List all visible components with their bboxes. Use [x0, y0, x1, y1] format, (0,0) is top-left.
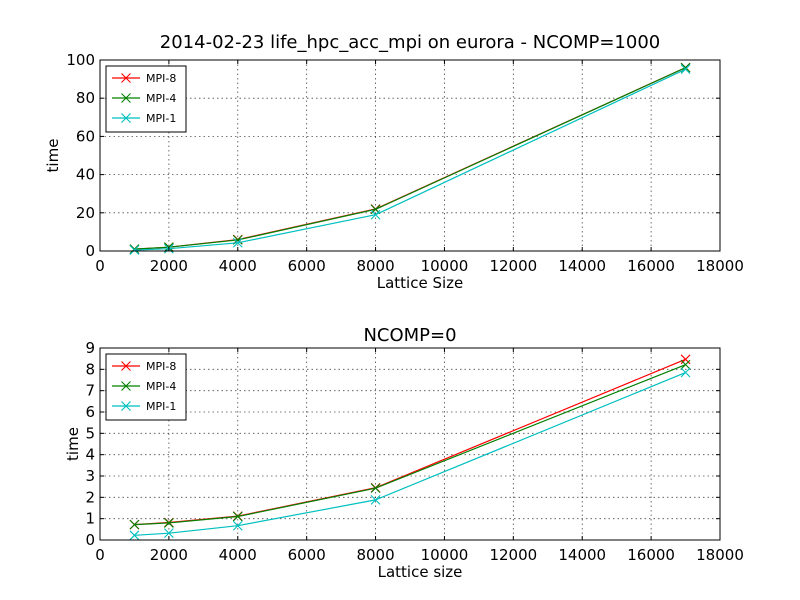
legend-marker: [121, 73, 131, 83]
x-tick-label: 10000: [421, 257, 469, 275]
legend-label: MPI-1: [146, 400, 176, 413]
legend-marker: [121, 93, 131, 103]
data-point: [680, 64, 691, 75]
x-tick-label: 4000: [219, 546, 257, 564]
data-point: [232, 520, 243, 531]
data-point: [129, 519, 140, 530]
plot-area: [100, 348, 720, 540]
y-tick-label: 80: [76, 89, 95, 107]
chart-title: NCOMP=0: [363, 325, 456, 346]
data-point: [370, 483, 381, 494]
y-tick-label: 2: [85, 488, 95, 506]
y-tick-label: 40: [76, 166, 95, 184]
x-axis-label: Lattice Size: [377, 274, 464, 292]
data-point: [129, 530, 140, 541]
legend-box: [105, 353, 187, 421]
data-point: [232, 237, 243, 248]
x-tick-label: 18000: [696, 546, 744, 564]
y-tick-label: 3: [85, 467, 95, 485]
x-tick-label: 6000: [288, 257, 326, 275]
legend-label: MPI-8: [146, 360, 176, 373]
legend-label: MPI-8: [146, 72, 176, 85]
data-point: [680, 367, 691, 378]
figure-title: 2014-02-23 life_hpc_acc_mpi on eurora - …: [160, 32, 660, 53]
legend-marker: [121, 381, 131, 391]
y-tick-label: 100: [66, 51, 95, 69]
legend-marker: [121, 361, 131, 371]
x-tick-label: 0: [95, 546, 105, 564]
y-tick-label: 8: [85, 360, 95, 378]
axes-frame: [99, 59, 721, 252]
x-tick-label: 2000: [150, 546, 188, 564]
y-axis-label: time: [64, 427, 82, 461]
data-point: [232, 511, 243, 522]
y-tick-label: 9: [85, 339, 95, 357]
legend: MPI-8 MPI-4 MPI-1: [105, 65, 187, 133]
y-tick-label: 4: [85, 446, 95, 464]
x-tick-label: 6000: [288, 546, 326, 564]
x-tick-label: 12000: [489, 546, 537, 564]
data-point: [370, 209, 381, 220]
x-tick-label: 8000: [356, 546, 394, 564]
x-tick-label: 16000: [627, 546, 675, 564]
x-tick-label: 8000: [356, 257, 394, 275]
y-tick-label: 5: [85, 424, 95, 442]
data-point: [370, 495, 381, 505]
chart-2: 0 2000 4000 6000 8000 10000 12000 14000 16000 180…: [64, 325, 744, 581]
y-tick-label: 6: [85, 403, 95, 421]
legend-marker: [121, 113, 131, 123]
y-tick-label: 60: [76, 127, 95, 145]
x-tick-label: 18000: [696, 257, 744, 275]
y-tick-label: 7: [85, 382, 95, 400]
x-tick-label: 16000: [627, 257, 675, 275]
y-tick-label: 1: [85, 510, 95, 528]
y-tick-label: 20: [76, 204, 95, 222]
data-point: [164, 528, 174, 539]
legend-label: MPI-1: [146, 112, 176, 125]
data-point: [164, 518, 174, 528]
legend: MPI-8 MPI-4 MPI-1: [105, 353, 187, 421]
y-tick-label: 0: [85, 242, 95, 260]
x-axis-label: Lattice size: [378, 563, 463, 581]
x-tick-label: 4000: [219, 257, 257, 275]
plot-area: [100, 60, 720, 251]
data-point: [680, 359, 691, 370]
chart-1: 0 2000 4000 6000 8000 10000 12000 14000 16000 180…: [44, 51, 744, 292]
x-tick-label: 10000: [421, 546, 469, 564]
x-tick-label: 2000: [150, 257, 188, 275]
x-tick-label: 14000: [558, 546, 606, 564]
x-tick-label: 12000: [489, 257, 537, 275]
legend-box: [105, 65, 187, 133]
legend-label: MPI-4: [146, 380, 176, 393]
axes-frame: [99, 347, 721, 541]
data-point: [129, 244, 140, 254]
x-tick-label: 0: [95, 257, 105, 275]
x-tick-label: 14000: [558, 257, 606, 275]
y-axis-label: time: [44, 139, 62, 173]
legend-label: MPI-4: [146, 92, 176, 105]
data-point: [129, 245, 140, 255]
legend-marker: [121, 401, 131, 411]
y-tick-label: 0: [85, 531, 95, 549]
